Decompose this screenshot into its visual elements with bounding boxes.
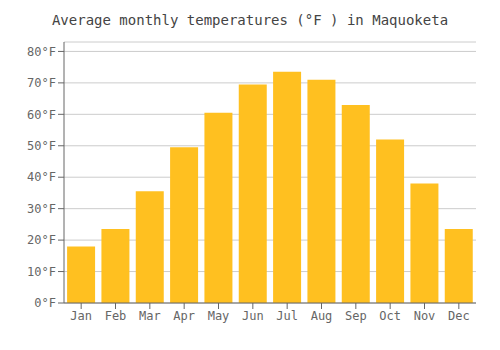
- svg-text:Oct: Oct: [379, 309, 401, 323]
- svg-text:Sep: Sep: [345, 309, 367, 323]
- svg-text:80°F: 80°F: [27, 45, 56, 59]
- html-text:Average monthly temperatures (: Average monthly temperatures (°F ) in Ma…: [51, 12, 449, 28]
- svg-text:Mar: Mar: [139, 309, 161, 323]
- svg-text:Jun: Jun: [242, 309, 264, 323]
- svg-text:40°F: 40°F: [27, 170, 56, 184]
- svg-text:Feb: Feb: [105, 309, 127, 323]
- svg-text:60°F: 60°F: [27, 108, 56, 122]
- svg-text:Nov: Nov: [414, 309, 436, 323]
- svg-text:May: May: [208, 309, 230, 323]
- svg-text:70°F: 70°F: [27, 76, 56, 90]
- svg-text:Aug: Aug: [311, 309, 333, 323]
- svg-text:Dec: Dec: [448, 309, 470, 323]
- svg-text:0°F: 0°F: [34, 296, 56, 310]
- svg-text:50°F: 50°F: [27, 139, 56, 153]
- svg-text:30°F: 30°F: [27, 202, 56, 216]
- svg-text:Jan: Jan: [70, 309, 92, 323]
- svg-text:10°F: 10°F: [27, 265, 56, 279]
- svg-text:20°F: 20°F: [27, 233, 56, 247]
- svg-text:Jul: Jul: [276, 309, 298, 323]
- svg-text:Apr: Apr: [173, 309, 195, 323]
